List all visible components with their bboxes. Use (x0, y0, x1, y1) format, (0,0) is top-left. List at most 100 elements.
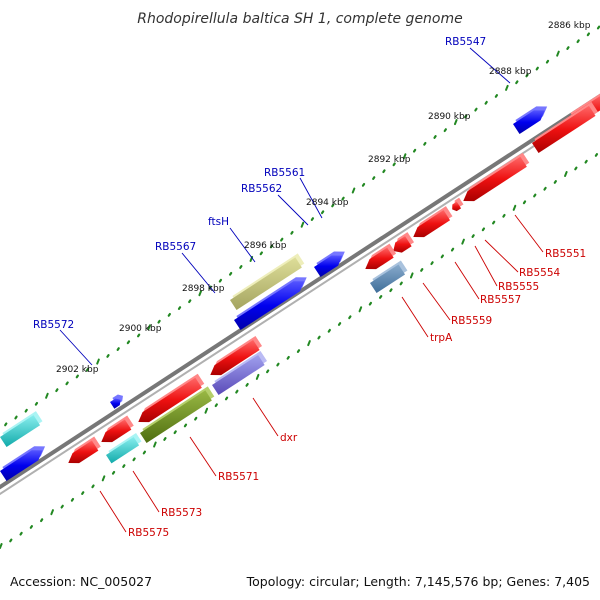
inner-scale-tick (60, 504, 64, 509)
inner-scale-tick (255, 373, 260, 380)
gene-rb5551-face (532, 105, 596, 154)
gene-label-rb5575[interactable]: RB5575 (128, 527, 169, 539)
gene-rb5547 (513, 106, 548, 135)
inner-scale-tick (132, 457, 136, 462)
outer-scale-tick (259, 251, 263, 256)
gene-steel (370, 260, 408, 294)
gene-label-rb5554[interactable]: RB5554 (519, 267, 561, 279)
gene-rb5567 (234, 277, 307, 331)
gene-label-rb5561[interactable]: RB5561 (264, 167, 305, 179)
gene-label-rb5572[interactable]: RB5572 (33, 319, 74, 331)
gene-label-rb5555[interactable]: RB5555 (498, 281, 539, 293)
inner-scale-tick (101, 475, 106, 482)
inner-scale-tick (296, 349, 301, 353)
gene-label-rb5573[interactable]: RB5573 (161, 507, 202, 519)
gene-label-ftsh[interactable]: ftsH (208, 216, 229, 228)
gene-cyan-left (0, 411, 43, 448)
gene-label-rb5557[interactable]: RB5557 (480, 294, 521, 306)
inner-scale-tick (471, 234, 475, 238)
scale-label-2902: 2902 kbp (56, 365, 99, 375)
outer-scale-tick (331, 203, 335, 208)
callout-rb5561 (299, 177, 323, 219)
scale-label-2892: 2892 kbp (368, 155, 411, 165)
outer-scale-tick (464, 114, 468, 119)
outer-scale-tick (392, 162, 396, 167)
inner-scale-tick (522, 200, 527, 205)
scale-label-2890: 2890 kbp (428, 112, 471, 122)
scale-label-2900: 2900 kbp (119, 324, 162, 334)
callout-rb5572 (59, 329, 93, 366)
gene-trpa-face (365, 247, 394, 270)
outer-scale-tick (453, 119, 458, 126)
inner-scale-tick (235, 389, 239, 394)
gene-label-dxr[interactable]: dxr (280, 432, 298, 444)
gene-steel-face (370, 264, 406, 294)
outer-scale-tick (423, 141, 427, 146)
callout-rb5555 (474, 245, 498, 287)
outer-scale-tick (382, 169, 386, 174)
inner-scale-tick (492, 220, 496, 225)
gene-blue-left-face (0, 450, 43, 482)
inner-scale-tick (266, 369, 270, 374)
inner-scale-tick (173, 430, 177, 435)
gene-label-rb5567[interactable]: RB5567 (155, 241, 196, 253)
callout-rb5557 (454, 261, 480, 300)
inner-scale-tick (481, 227, 486, 232)
gene-label-rb5547[interactable]: RB5547 (445, 36, 486, 48)
gene-rb5555-face (452, 201, 462, 212)
inner-scale-tick (450, 247, 455, 252)
inner-scale-tick (358, 306, 363, 313)
gene-rb5547-face (513, 110, 545, 135)
gene-label-rb5562[interactable]: RB5562 (241, 183, 282, 195)
gene-rb5557-face (413, 210, 451, 238)
gene-label-rb5559[interactable]: RB5559 (451, 315, 492, 327)
callout-rb5567 (181, 252, 216, 294)
outer-scale-tick (4, 422, 8, 427)
gene-rb5575 (68, 436, 101, 464)
outer-scale-tick (136, 333, 141, 338)
callout-dxr (252, 397, 279, 437)
scale-label-2888: 2888 kbp (489, 67, 532, 77)
outer-scale-tick (515, 80, 519, 85)
gene-rb5561 (314, 251, 345, 278)
outer-scale-tick (34, 401, 39, 406)
inner-scale-tick (19, 531, 23, 536)
gene-rb5571-face (140, 390, 212, 444)
inner-scale-tick (286, 355, 290, 360)
outer-scale-tick (75, 374, 79, 379)
outer-scale-tick (167, 312, 171, 317)
outer-scale-tick (280, 237, 284, 242)
inner-scale-tick (39, 518, 44, 523)
outer-scale-tick (188, 299, 192, 304)
gene-rb5559-face (393, 236, 412, 253)
gene-trpa (365, 243, 397, 270)
outer-scale-tick (351, 187, 356, 194)
outer-scale-tick (474, 107, 478, 112)
outer-scale-tick (24, 408, 28, 413)
inner-scale-tick (564, 171, 568, 178)
inner-scale-tick (9, 538, 13, 543)
gene-label-rb5551[interactable]: RB5551 (545, 248, 586, 260)
inner-scale-tick (317, 335, 321, 340)
inner-scale-tick (327, 328, 331, 333)
scale-label-2886: 2886 kbp (548, 21, 591, 31)
outer-scale-tick (402, 153, 407, 160)
gene-callouts (59, 47, 544, 533)
outer-scale-tick (157, 319, 161, 324)
topology-text: Topology: circular; Length: 7,145,576 bp… (246, 574, 590, 589)
inner-scale-tick (430, 261, 434, 266)
outer-scale-tick (177, 306, 182, 310)
map-title: Rhodopirellula baltica SH 1, complete ge… (137, 11, 463, 27)
outer-scale-tick (341, 196, 345, 201)
outer-scale-tick (14, 415, 18, 420)
outer-scale-tick (545, 59, 550, 64)
outer-scale-tick (239, 265, 243, 269)
gene-label-trpa[interactable]: trpA (430, 332, 453, 344)
gene-label-rb5571[interactable]: RB5571 (218, 471, 259, 483)
scale-label-2898: 2898 kbp (182, 284, 225, 294)
gene-rb5557 (413, 206, 453, 238)
inner-scale-tick (111, 470, 116, 475)
scale-label-2896: 2896 kbp (244, 241, 287, 251)
gene-rb5573-face (106, 436, 140, 464)
